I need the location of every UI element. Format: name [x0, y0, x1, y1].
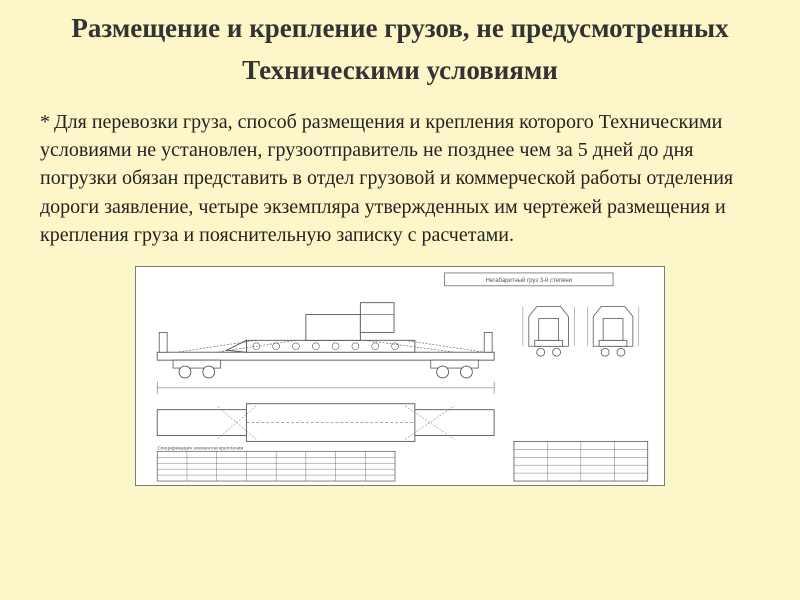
body-text: Для перевозки груза, способ размещения и…	[40, 111, 733, 247]
slide: Размещение и крепление грузов, не предус…	[0, 0, 800, 600]
bullet-glyph: *	[40, 108, 50, 136]
technical-drawing: Негабаритный груз 3-й степени Спецификаци…	[135, 266, 665, 486]
slide-title: Размещение и крепление грузов, не предус…	[40, 8, 760, 92]
svg-text:Негабаритный груз 3-й степени: Негабаритный груз 3-й степени	[486, 277, 572, 284]
svg-text:Спецификация элементов креплен: Спецификация элементов крепления	[157, 445, 243, 451]
body-paragraph: *Для перевозки груза, способ размещения …	[40, 108, 760, 250]
drawing-container: Негабаритный груз 3-й степени Спецификаци…	[40, 266, 760, 486]
